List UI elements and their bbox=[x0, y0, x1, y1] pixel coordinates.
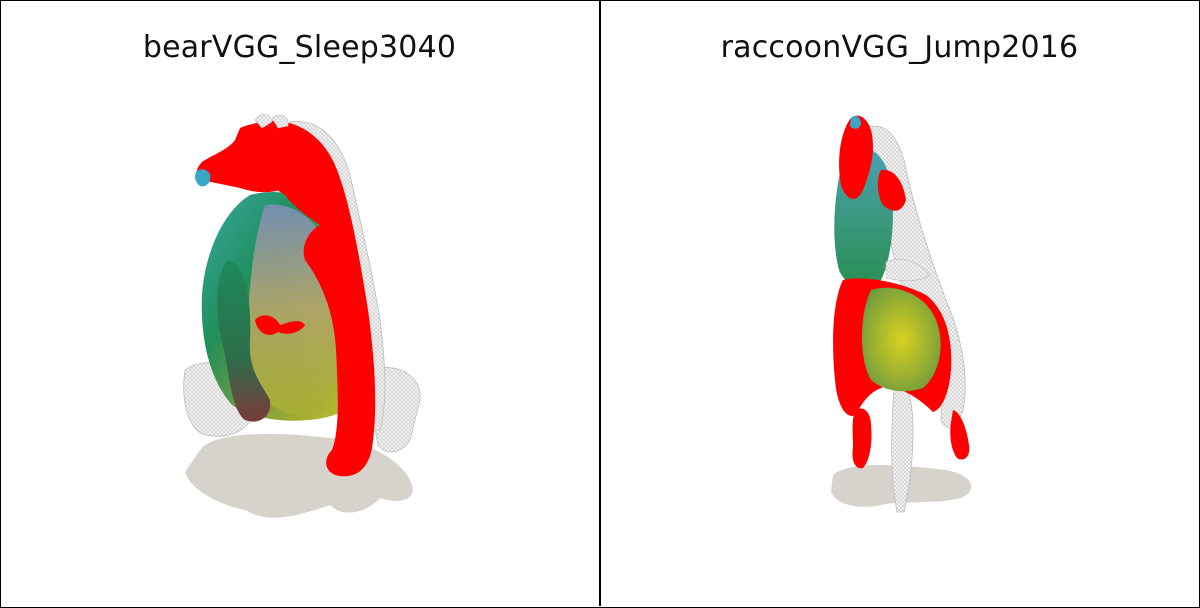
bear-red-segment bbox=[245, 120, 376, 477]
bear-front-arm bbox=[217, 260, 271, 422]
raccoon-left-foot bbox=[852, 408, 872, 469]
raccoon-red-head bbox=[839, 115, 874, 200]
ground-shadow bbox=[185, 433, 413, 518]
raccoon-arm-wire bbox=[885, 258, 930, 281]
raccoon-right-foot bbox=[950, 410, 970, 460]
panel-raccoon: raccoonVGG_Jump2016 bbox=[599, 0, 1198, 606]
bear-ear-right bbox=[271, 114, 289, 129]
raccoon-red-side bbox=[877, 169, 906, 211]
raccoon-tail-wire bbox=[891, 379, 914, 513]
bear-snout bbox=[195, 169, 211, 187]
panel-title: raccoonVGG_Jump2016 bbox=[720, 30, 1079, 65]
raccoon-snout bbox=[850, 116, 861, 129]
raccoon-belly bbox=[862, 287, 941, 392]
raccoon-render bbox=[831, 115, 972, 513]
panel-bear: bearVGG_Sleep3040 bbox=[0, 0, 599, 606]
bear-head bbox=[196, 123, 302, 193]
bear-red-patch bbox=[255, 315, 305, 335]
bear-ear bbox=[254, 113, 273, 129]
bear-render bbox=[183, 113, 421, 518]
panel-title: bearVGG_Sleep3040 bbox=[142, 30, 457, 65]
